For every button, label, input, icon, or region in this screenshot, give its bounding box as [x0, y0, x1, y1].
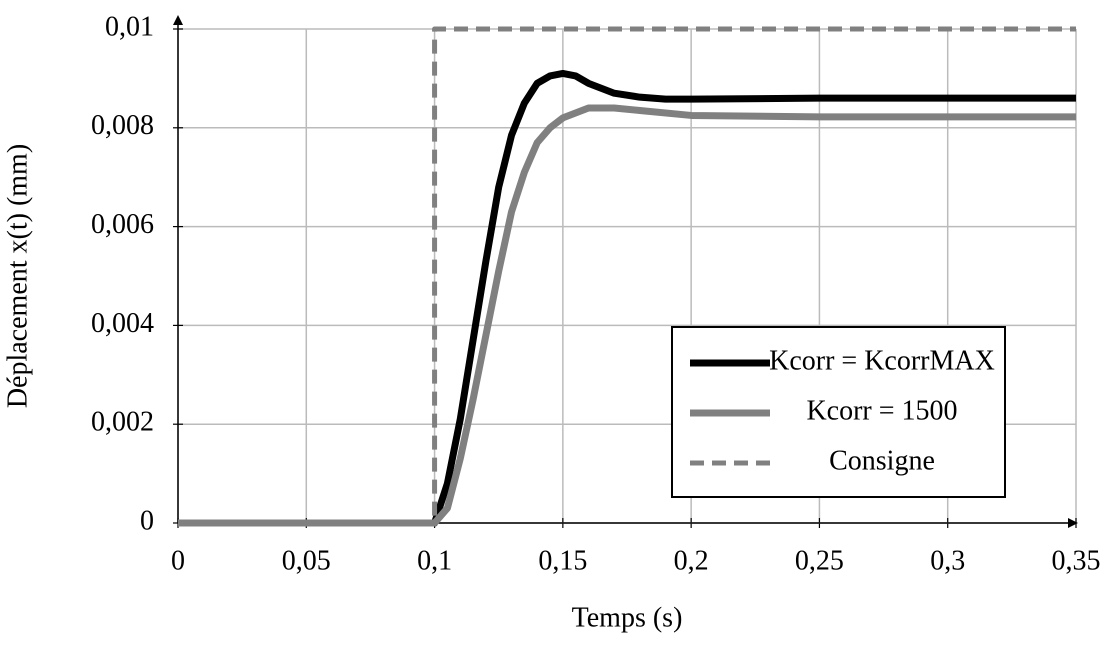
legend-label: Kcorr = KcorrMAX [769, 345, 995, 376]
x-tick-label: 0,1 [417, 545, 452, 576]
x-axis-label: Temps (s) [572, 602, 683, 633]
x-tick-label: 0,05 [282, 545, 331, 576]
y-axis-label: Déplacement x(t) (mm) [2, 144, 33, 408]
legend-label: Kcorr = 1500 [806, 395, 957, 426]
x-tick-label: 0,25 [795, 545, 844, 576]
x-axis-arrow [1068, 518, 1078, 528]
y-tick-label: 0,008 [91, 110, 154, 141]
series-line [178, 69, 1076, 527]
x-tick-label: 0,35 [1052, 545, 1101, 576]
x-tick-label: 0,15 [538, 545, 587, 576]
y-axis-arrow [173, 15, 183, 25]
x-tick-label: 0 [171, 545, 185, 576]
y-tick-label: 0,01 [105, 11, 154, 42]
y-tick-label: 0,004 [91, 308, 154, 339]
y-tick-label: 0,002 [91, 407, 154, 438]
x-tick-label: 0,3 [930, 545, 965, 576]
series-line [178, 104, 1076, 527]
y-tick-label: 0 [140, 505, 154, 536]
x-tick-label: 0,2 [674, 545, 709, 576]
y-tick-label: 0,006 [91, 209, 154, 240]
legend-label: Consigne [829, 445, 935, 476]
